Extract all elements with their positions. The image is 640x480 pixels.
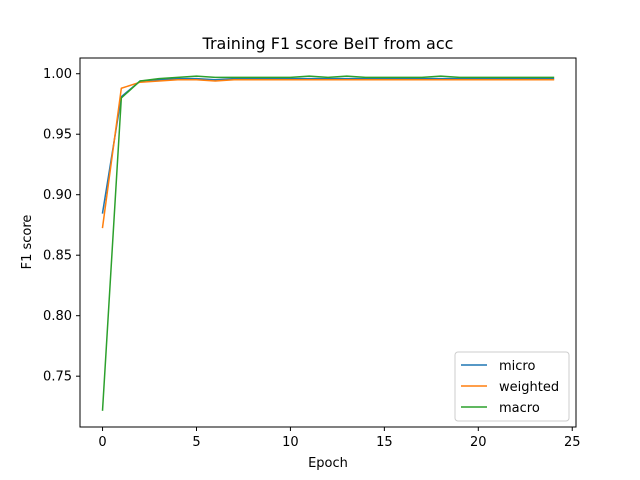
legend-label-macro: macro [499, 401, 540, 416]
y-tick-label: 0.80 [43, 309, 72, 324]
plot-frame [79, 57, 577, 428]
series-line-macro [101, 75, 555, 411]
series-line-weighted [101, 79, 555, 229]
x-tick-label: 0 [98, 435, 106, 450]
y-axis-title: F1 score [20, 215, 35, 270]
y-tick-label: 0.95 [43, 128, 72, 143]
x-tick-label: 5 [192, 435, 200, 450]
legend: micro weighted macro [454, 351, 570, 422]
x-tick-label: 10 [282, 435, 299, 450]
y-tick-label: 0.75 [43, 370, 72, 385]
legend-label-micro: micro [499, 359, 535, 374]
legend-box [454, 351, 570, 422]
y-tick-label: 1.00 [43, 67, 72, 82]
x-tick-label: 25 [564, 435, 581, 450]
y-tick-label: 0.90 [43, 188, 72, 203]
x-tick-label: 15 [376, 435, 393, 450]
legend-label-weighted: weighted [499, 380, 559, 395]
x-axis-title: Epoch [308, 456, 348, 471]
series-line-micro [101, 77, 555, 214]
chart-title: Training F1 score BeIT from acc [202, 34, 454, 53]
x-axis: 0 5 10 15 20 25 [98, 427, 581, 450]
y-tick-label: 0.85 [43, 249, 72, 264]
y-axis: 0.75 0.80 0.85 0.90 0.95 1.00 [43, 67, 80, 385]
series-layer [101, 75, 555, 411]
x-tick-label: 20 [470, 435, 487, 450]
